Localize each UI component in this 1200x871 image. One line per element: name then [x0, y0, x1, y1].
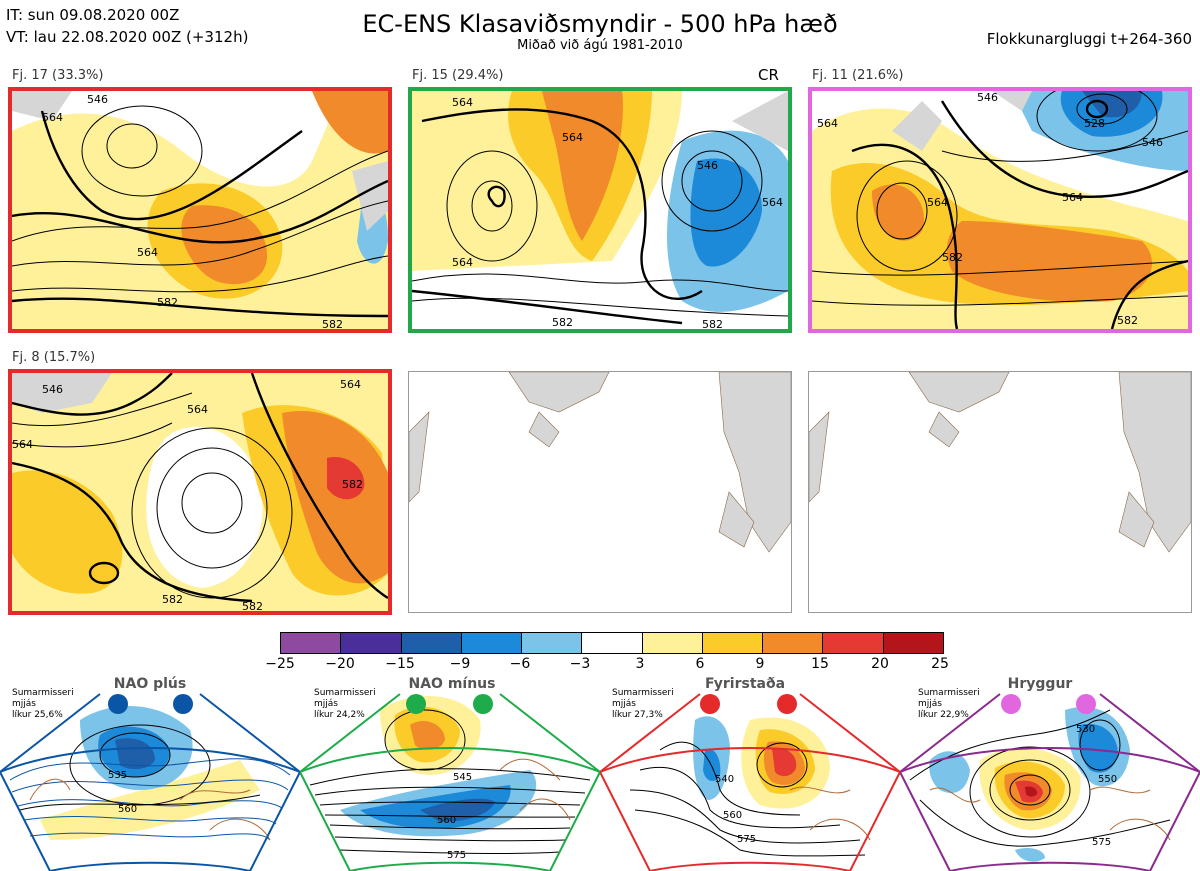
regime-map-nao-minus[interactable]: 545 560 575: [300, 690, 600, 871]
regime-map-fyrirstada[interactable]: 540 560 575: [600, 690, 900, 871]
panel-2-label: Fj. 15 (29.4%): [412, 68, 504, 83]
regime-map-hryggur[interactable]: 530 550 575: [900, 690, 1200, 871]
classification-window: Flokkunargluggi t+264-360: [986, 30, 1192, 48]
panel-3-label: Fj. 11 (21.6%): [812, 68, 904, 83]
contour-label: 582: [242, 600, 263, 611]
colorbar-tick: 6: [695, 656, 705, 672]
valid-time: VT: lau 22.08.2020 00Z (+312h): [6, 28, 249, 46]
contour-label: 582: [157, 296, 178, 309]
panel-4-label: Fj. 8 (15.7%): [12, 350, 96, 365]
contour-label: 564: [562, 131, 583, 144]
colorbar-tick: −20: [325, 656, 355, 672]
page-title: EC-ENS Klasaviðsmyndir - 500 hPa hæð: [362, 10, 838, 38]
regime-info: Sumarmisseri mjjás líkur 25,6%: [12, 688, 74, 720]
colorbar-swatch: [582, 633, 643, 653]
regime-name: Fyrirstaða: [704, 676, 786, 692]
colorbar-tick: −15: [385, 656, 415, 672]
header-info: IT: sun 09.08.2020 00Z VT: lau 22.08.202…: [6, 4, 248, 48]
contour-label: 582: [702, 318, 723, 329]
colorbar: [280, 632, 944, 654]
colorbar-swatch: [823, 633, 884, 653]
contour-label: 575: [447, 850, 466, 861]
regime-name: NAO plús: [113, 676, 187, 692]
contour-label: 560: [118, 804, 137, 815]
panel-1-label: Fj. 17 (33.3%): [12, 68, 104, 83]
regime-info: Sumarmisseri mjjás líkur 24,2%: [314, 688, 376, 720]
contour-label: 545: [453, 772, 472, 783]
initial-time: IT: sun 09.08.2020 00Z: [6, 6, 180, 24]
colorbar-swatch: [702, 633, 764, 653]
contour-label: 546: [697, 159, 718, 172]
colorbar-tick: 20: [871, 656, 889, 672]
contour-label: 560: [723, 810, 742, 821]
contour-label: 546: [87, 93, 108, 106]
contour-label: 546: [1142, 136, 1163, 149]
contour-label: 564: [762, 196, 783, 209]
contour-label: 546: [977, 91, 998, 104]
colorbar-tick: −6: [509, 656, 531, 672]
contour-label: 564: [12, 438, 33, 451]
contour-label: 575: [1092, 837, 1111, 848]
contour-label: 546: [42, 383, 63, 396]
contour-label: 535: [108, 770, 127, 781]
panel-2-flag: CR: [758, 66, 779, 84]
contour-label: 582: [1117, 314, 1138, 327]
colorbar-tick: 25: [931, 656, 949, 672]
map-panel-2[interactable]: 564 564 546 564 564 582 582: [408, 87, 792, 333]
regime-map-nao-plus[interactable]: 535 560: [0, 690, 300, 871]
colorbar-swatch: [763, 633, 824, 653]
colorbar-swatch: [281, 633, 342, 653]
contour-label: 550: [1098, 774, 1117, 785]
colorbar-swatch: [522, 633, 583, 653]
regime-name: Hryggur: [1007, 676, 1073, 692]
colorbar-tick: −9: [449, 656, 471, 672]
colorbar-swatch: [461, 633, 523, 653]
contour-label: 540: [715, 774, 734, 785]
map-panel-4[interactable]: 546 564 564 564 582 582 582: [8, 369, 392, 615]
map-panel-5[interactable]: [408, 371, 792, 613]
map-panel-3[interactable]: 564 546 528 546 564 564 582 582: [808, 87, 1192, 333]
page-subtitle: Miðað við ágú 1981-2010: [517, 38, 683, 53]
contour-label: 564: [817, 117, 838, 130]
colorbar-swatch: [341, 633, 402, 653]
colorbar-tick: −3: [569, 656, 591, 672]
contour-label: 564: [452, 96, 473, 109]
contour-label: 560: [437, 815, 456, 826]
regime-info: Sumarmisseri mjjás líkur 22,9%: [918, 688, 980, 720]
contour-label: 564: [340, 378, 361, 391]
contour-label: 564: [1062, 191, 1083, 204]
colorbar-tick: 3: [635, 656, 645, 672]
contour-label: 564: [187, 403, 208, 416]
colorbar-swatch: [401, 633, 462, 653]
contour-label: 582: [942, 251, 963, 264]
contour-label: 564: [452, 256, 473, 269]
contour-label: 582: [162, 593, 183, 606]
colorbar-swatch: [883, 633, 943, 653]
regime-info: Sumarmisseri mjjás líkur 27,3%: [612, 688, 674, 720]
contour-label: 564: [137, 246, 158, 259]
contour-label: 530: [1076, 724, 1095, 735]
colorbar-tick: −25: [265, 656, 295, 672]
colorbar-tick: 15: [811, 656, 829, 672]
contour-label: 564: [42, 111, 63, 124]
map-panel-6[interactable]: [808, 371, 1192, 613]
map-panel-1[interactable]: 564 546 564 582 582: [8, 87, 392, 333]
contour-label: 582: [552, 316, 573, 329]
colorbar-swatch: [642, 633, 703, 653]
contour-label: 582: [342, 478, 363, 491]
regime-name: NAO mínus: [408, 676, 496, 692]
contour-label: 564: [927, 196, 948, 209]
contour-label: 528: [1084, 117, 1105, 130]
colorbar-tick: 9: [755, 656, 765, 672]
contour-label: 582: [322, 318, 343, 329]
contour-label: 575: [737, 834, 756, 845]
